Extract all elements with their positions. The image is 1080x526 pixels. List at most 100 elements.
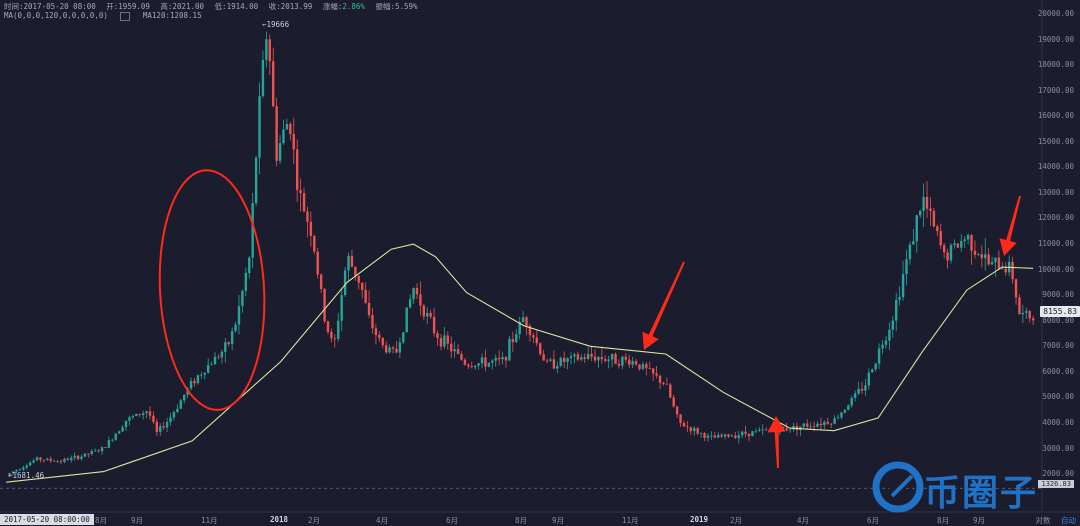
candle-body xyxy=(980,254,984,259)
candle-body xyxy=(699,433,703,434)
candle-body xyxy=(658,375,662,383)
date-cursor-tag: 2017-05-20 08:00:00 xyxy=(0,514,94,525)
candle-body xyxy=(586,354,590,359)
auto-scale-toggle[interactable]: 自动 xyxy=(1061,516,1076,525)
x-tick-label: 9月 xyxy=(973,516,986,525)
candle-body xyxy=(559,357,562,366)
candle-body xyxy=(532,335,535,338)
candle-body xyxy=(237,306,241,325)
candle-body xyxy=(117,431,121,434)
candle-body xyxy=(638,364,641,369)
candle-body xyxy=(330,331,333,339)
candle-body xyxy=(1018,297,1021,315)
y-tick-label: 15000.00 xyxy=(1037,136,1074,146)
candle-body xyxy=(535,337,538,344)
candle-body xyxy=(655,373,658,376)
candle-body xyxy=(487,362,491,367)
candle-body xyxy=(22,467,25,470)
candle-body xyxy=(515,334,518,343)
y-tick-label: 14000.00 xyxy=(1037,162,1074,172)
candle-body xyxy=(268,39,271,62)
candle-body xyxy=(337,320,340,339)
candle-body xyxy=(470,366,473,368)
candle-body xyxy=(374,328,378,335)
candle-body xyxy=(686,426,689,428)
arrow-down-2019-sep xyxy=(999,195,1021,256)
candle-body xyxy=(289,123,292,135)
candle-body xyxy=(960,241,963,248)
candle-body xyxy=(251,203,254,258)
low-label: 低:1914.00 xyxy=(214,2,259,11)
candle-body xyxy=(278,143,282,161)
candle-body xyxy=(1025,311,1028,313)
candle-body xyxy=(282,129,285,144)
candle-body xyxy=(138,413,141,415)
candle-body xyxy=(381,337,384,346)
y-tick-label: 11000.00 xyxy=(1037,239,1074,249)
candle-body xyxy=(111,439,114,441)
candle-body xyxy=(672,397,675,407)
settings-icon[interactable] xyxy=(120,11,131,21)
candle-body xyxy=(189,380,193,389)
candle-body xyxy=(1011,261,1014,280)
candle-body xyxy=(819,423,823,426)
y-tick-label: 16000.00 xyxy=(1037,111,1074,121)
candle-body xyxy=(932,210,936,227)
candle-body xyxy=(265,39,268,60)
candle-body xyxy=(254,157,258,204)
candle-body xyxy=(792,425,795,430)
candle-body xyxy=(576,354,580,360)
log-scale-toggle[interactable]: 对数 xyxy=(1035,516,1051,525)
candle-body xyxy=(63,458,66,462)
candle-body xyxy=(984,254,987,259)
arrow-down-2018-nov xyxy=(642,261,685,350)
candle-body xyxy=(32,460,35,463)
candle-body xyxy=(100,447,104,452)
candle-body xyxy=(367,302,371,316)
candle-body xyxy=(347,255,350,271)
candle-body xyxy=(840,412,843,418)
candle-body xyxy=(549,359,552,361)
candle-body xyxy=(316,251,319,275)
candle-body xyxy=(761,429,764,431)
candle-body xyxy=(491,360,494,363)
candle-body xyxy=(802,423,805,427)
candle-body xyxy=(987,254,990,265)
candle-body xyxy=(210,364,213,366)
x-tick-label: 8月 xyxy=(937,516,950,525)
candle-body xyxy=(751,431,754,437)
candle-body xyxy=(614,353,617,364)
candle-body xyxy=(898,297,901,300)
candle-body xyxy=(734,435,737,438)
candle-body xyxy=(508,338,511,361)
candle-body xyxy=(600,357,604,360)
candle-body xyxy=(73,455,76,458)
candle-body xyxy=(155,421,159,432)
candle-body xyxy=(391,347,395,349)
candle-body xyxy=(696,428,699,434)
candle-body xyxy=(141,413,145,415)
low-value: 1681.46 xyxy=(12,471,45,480)
candle-body xyxy=(97,450,100,452)
candle-body xyxy=(402,332,405,343)
candle-body xyxy=(912,241,915,245)
candle-body xyxy=(764,429,768,431)
candle-body xyxy=(87,453,90,455)
candle-body xyxy=(371,315,374,329)
candle-body xyxy=(648,368,651,369)
candle-body xyxy=(446,335,449,344)
candle-body xyxy=(593,356,597,361)
ma-params[interactable]: MA(0,0,0,120,0,0,0,0,0) xyxy=(4,11,108,20)
candle-body xyxy=(494,357,497,361)
candle-body xyxy=(128,417,131,421)
candle-body xyxy=(662,382,665,384)
candle-body xyxy=(908,244,912,260)
watermark-logo: 币圈子 xyxy=(872,458,1072,516)
highlight-ellipse xyxy=(158,169,266,411)
candle-body xyxy=(884,340,888,345)
candle-body xyxy=(689,427,693,432)
candle-body xyxy=(432,316,436,334)
candle-body xyxy=(224,342,227,352)
